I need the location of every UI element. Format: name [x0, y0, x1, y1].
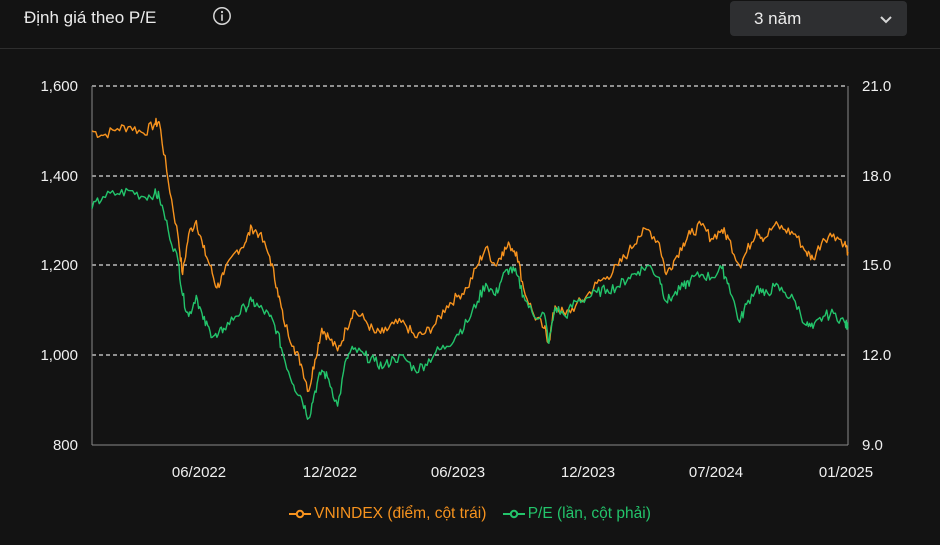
y-right-tick-label: 12.0 — [862, 347, 891, 364]
y-right-tick-label: 15.0 — [862, 257, 891, 274]
chart-frame — [91, 86, 849, 446]
series-lines — [91, 117, 849, 420]
period-select[interactable]: 3 năm — [730, 1, 907, 36]
y-left-tick-label: 1,000 — [40, 347, 78, 364]
info-circle-icon[interactable] — [212, 6, 232, 26]
y-axis-left-labels: 1,600 1,400 1,200 1,000 800 — [40, 78, 78, 454]
y-left-tick-label: 800 — [53, 437, 78, 454]
legend-label-vnindex: VNINDEX (điểm, cột trái) — [314, 505, 487, 522]
chevron-down-icon — [879, 12, 893, 24]
y-right-tick-label: 18.0 — [862, 168, 891, 185]
panel-title: Định giá theo P/E — [24, 8, 157, 27]
x-tick-label: 12/2022 — [303, 464, 357, 481]
period-select-value: 3 năm — [754, 9, 802, 28]
chart-legend: VNINDEX (điểm, cột trái) P/E (lần, cột p… — [0, 505, 940, 523]
legend-marker-pe — [502, 509, 525, 519]
x-tick-label: 06/2022 — [172, 464, 226, 481]
y-left-tick-label: 1,600 — [40, 78, 78, 95]
legend-marker-vnindex — [289, 509, 312, 519]
legend-item-pe[interactable]: P/E (lần, cột phải) — [502, 505, 651, 523]
x-axis-labels: 06/2022 12/2022 06/2023 12/2023 07/2024 01/20… — [172, 464, 873, 481]
legend-label-pe: P/E (lần, cột phải) — [527, 505, 651, 522]
vnindex-line — [91, 117, 849, 393]
y-axis-right-labels: 21.0 18.0 15.0 12.0 9.0 — [862, 78, 891, 454]
x-tick-label: 12/2023 — [561, 464, 615, 481]
y-left-tick-label: 1,400 — [40, 168, 78, 185]
y-right-tick-label: 21.0 — [862, 78, 891, 95]
y-left-tick-label: 1,200 — [40, 257, 78, 274]
x-tick-label: 07/2024 — [689, 464, 743, 481]
pe-line — [91, 187, 849, 420]
y-right-tick-label: 9.0 — [862, 437, 883, 454]
panel-header: Định giá theo P/E 3 năm — [0, 0, 940, 49]
legend-item-vnindex[interactable]: VNINDEX (điểm, cột trái) — [289, 505, 486, 523]
x-tick-label: 01/2025 — [819, 464, 873, 481]
x-tick-label: 06/2023 — [431, 464, 485, 481]
pe-chart: 1,600 1,400 1,200 1,000 800 21.0 18.0 15.0 12.0… — [40, 78, 891, 481]
grid-lines — [92, 85, 848, 356]
